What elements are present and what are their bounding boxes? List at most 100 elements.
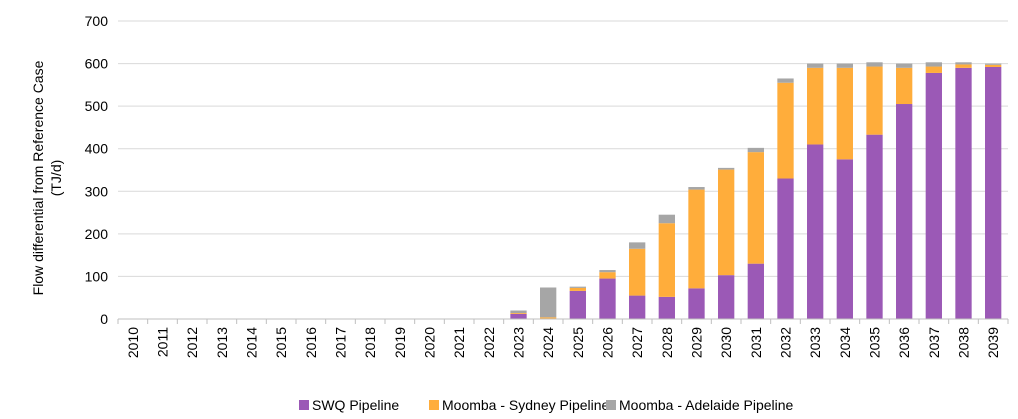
bar-segment-2038-series-2 bbox=[955, 62, 972, 65]
legend-label-swq-pipeline: SWQ Pipeline bbox=[312, 397, 399, 413]
bar-segment-2033-series-2 bbox=[807, 63, 824, 68]
bar-segment-2026-series-2 bbox=[599, 270, 616, 273]
x-tick-label: 2035 bbox=[867, 327, 883, 358]
y-tick-label: 400 bbox=[85, 141, 109, 157]
gridlines bbox=[118, 20, 1008, 277]
x-tick-label: 2031 bbox=[748, 327, 764, 358]
bar-segment-2029-series-1 bbox=[688, 189, 705, 289]
x-tick-label: 2028 bbox=[659, 327, 675, 358]
y-tick-label: 700 bbox=[85, 13, 109, 29]
bar-segment-2039-series-2 bbox=[985, 63, 1002, 65]
x-tick-label: 2024 bbox=[540, 327, 556, 358]
x-tick-label: 2036 bbox=[896, 327, 912, 358]
y-axis-title-line-2: (TJ/d) bbox=[48, 160, 64, 197]
bar-segment-2038-series-0 bbox=[955, 67, 972, 319]
bar-segment-2037-series-2 bbox=[925, 62, 942, 67]
bar-segment-2024-series-1 bbox=[540, 317, 557, 319]
legend-swatch-moomba-adelaide-pipeline bbox=[606, 400, 616, 410]
bar-segment-2031-series-1 bbox=[747, 152, 764, 264]
bar-segment-2023-series-1 bbox=[510, 313, 527, 314]
x-tick-label: 2013 bbox=[214, 327, 230, 358]
y-axis-title-line-1: Flow differential from Reference Case bbox=[30, 60, 46, 295]
bar-segment-2037-series-0 bbox=[925, 72, 942, 320]
x-tick-label: 2012 bbox=[184, 327, 200, 358]
bar-segment-2028-series-0 bbox=[658, 296, 675, 319]
legend-label-moomba-sydney-pipeline: Moomba - Sydney Pipeline bbox=[442, 397, 610, 413]
x-tick-label: 2015 bbox=[273, 327, 289, 358]
bar-segment-2029-series-0 bbox=[688, 288, 705, 319]
bar-segment-2033-series-1 bbox=[807, 67, 824, 145]
x-tick-label: 2021 bbox=[451, 327, 467, 358]
bar-segment-2025-series-2 bbox=[569, 286, 586, 288]
x-tick-label: 2023 bbox=[511, 327, 527, 358]
bar-segment-2032-series-1 bbox=[777, 82, 794, 179]
bar-segment-2033-series-0 bbox=[807, 144, 824, 319]
bar-segment-2031-series-0 bbox=[747, 263, 764, 319]
bar-segment-2036-series-0 bbox=[896, 104, 913, 319]
x-tick-label: 2032 bbox=[778, 327, 794, 358]
bar-segment-2026-series-1 bbox=[599, 272, 616, 279]
x-axis-ticks: 2010 2011 2012 2013 2014 2015 2016 2017 2018 2019… bbox=[117, 319, 1009, 358]
x-tick-label: 2034 bbox=[837, 327, 853, 358]
bar-segment-2035-series-1 bbox=[866, 66, 883, 135]
bar-segment-2034-series-0 bbox=[836, 159, 853, 319]
bar-segment-2037-series-1 bbox=[925, 66, 942, 73]
bar-segment-2023-series-2 bbox=[510, 310, 527, 314]
x-tick-label: 2022 bbox=[481, 327, 497, 358]
x-tick-label: 2020 bbox=[422, 327, 438, 358]
y-tick-label: 600 bbox=[85, 56, 109, 72]
bar-segment-2030-series-0 bbox=[718, 275, 735, 319]
x-tick-label: 2039 bbox=[985, 327, 1001, 358]
y-tick-label: 500 bbox=[85, 98, 109, 114]
legend-swatch-moomba-sydney-pipeline bbox=[429, 400, 439, 410]
y-tick-label: 300 bbox=[85, 183, 109, 199]
bar-segment-2025-series-0 bbox=[569, 290, 586, 319]
bar-segment-2028-series-1 bbox=[658, 223, 675, 297]
bar-segment-2031-series-2 bbox=[747, 147, 764, 153]
legend: SWQ Pipeline Moomba - Sydney Pipeline Mo… bbox=[299, 397, 794, 413]
bar-segment-2029-series-2 bbox=[688, 187, 705, 190]
x-tick-label: 2011 bbox=[155, 327, 171, 357]
x-tick-label: 2018 bbox=[362, 327, 378, 358]
x-tick-label: 2025 bbox=[570, 327, 586, 358]
y-tick-label: 200 bbox=[85, 226, 109, 242]
bar-segment-2039-series-0 bbox=[985, 66, 1002, 319]
legend-swatch-swq-pipeline bbox=[299, 400, 309, 410]
bar-segment-2032-series-0 bbox=[777, 178, 794, 319]
bar-segment-2026-series-0 bbox=[599, 278, 616, 319]
x-tick-label: 2026 bbox=[600, 327, 616, 358]
bar-segment-2039-series-1 bbox=[985, 64, 1002, 67]
y-tick-label: 0 bbox=[100, 311, 108, 327]
x-tick-label: 2016 bbox=[303, 327, 319, 358]
bar-segment-2023-series-0 bbox=[510, 313, 527, 319]
bar-segment-2034-series-1 bbox=[836, 67, 853, 160]
x-tick-label: 2017 bbox=[333, 327, 349, 358]
y-axis-ticks: 0 100 200 300 400 500 600 700 bbox=[85, 13, 109, 327]
x-tick-label: 2027 bbox=[629, 327, 645, 358]
x-tick-label: 2010 bbox=[125, 327, 141, 358]
bar-segment-2027-series-2 bbox=[629, 242, 646, 249]
legend-label-moomba-adelaide-pipeline: Moomba - Adelaide Pipeline bbox=[619, 397, 794, 413]
bar-segment-2036-series-1 bbox=[896, 67, 913, 105]
bar-segment-2028-series-2 bbox=[658, 214, 675, 224]
bar-segment-2027-series-0 bbox=[629, 295, 646, 319]
bar-segment-2032-series-2 bbox=[777, 78, 794, 83]
x-tick-label: 2014 bbox=[244, 327, 260, 358]
bar-segment-2025-series-1 bbox=[569, 287, 586, 291]
bars bbox=[510, 62, 1002, 320]
bar-segment-2030-series-2 bbox=[718, 167, 735, 170]
bar-segment-2027-series-1 bbox=[629, 248, 646, 296]
bar-segment-2035-series-0 bbox=[866, 134, 883, 319]
bar-segment-2035-series-2 bbox=[866, 62, 883, 67]
bar-segment-2024-series-2 bbox=[540, 287, 557, 318]
x-tick-label: 2033 bbox=[807, 327, 823, 358]
bar-segment-2030-series-1 bbox=[718, 169, 735, 276]
x-tick-label: 2030 bbox=[718, 327, 734, 358]
bar-segment-2038-series-1 bbox=[955, 64, 972, 68]
bar-segment-2034-series-2 bbox=[836, 63, 853, 68]
y-tick-label: 100 bbox=[85, 268, 109, 284]
x-tick-label: 2029 bbox=[689, 327, 705, 358]
bar-segment-2036-series-2 bbox=[896, 63, 913, 68]
x-tick-label: 2038 bbox=[956, 327, 972, 358]
